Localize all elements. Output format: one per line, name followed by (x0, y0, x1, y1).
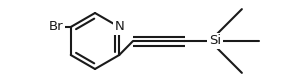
Text: Br: Br (49, 20, 64, 34)
Text: Si: Si (209, 35, 221, 47)
Text: N: N (114, 20, 124, 34)
